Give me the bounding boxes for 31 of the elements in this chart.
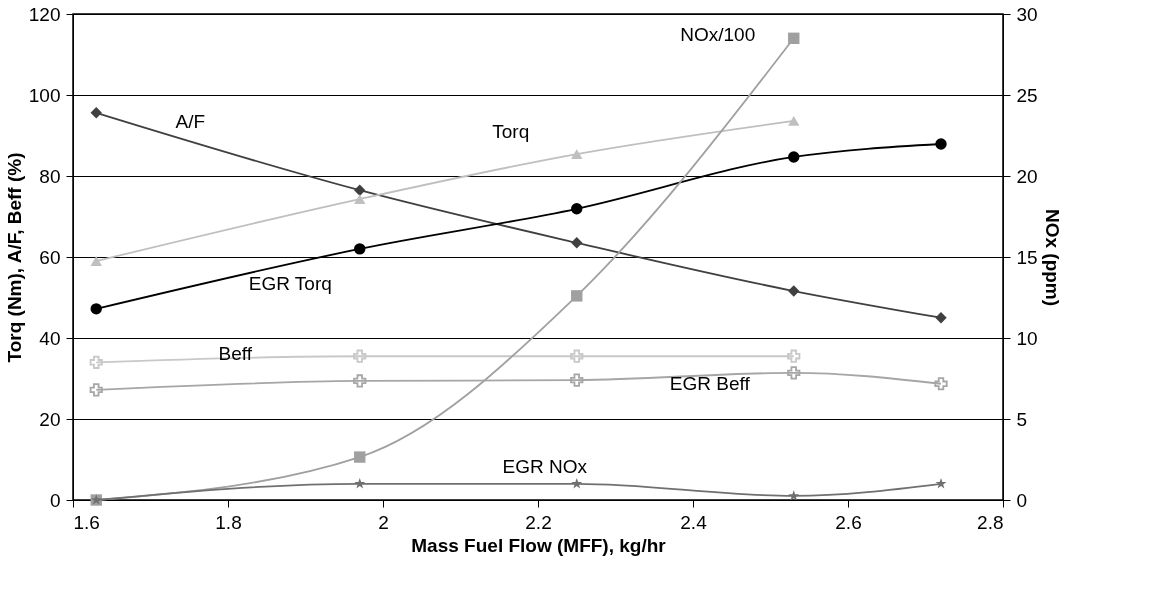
x-tick-label: 2.2 — [525, 511, 552, 533]
x-tick-label: 2 — [378, 511, 389, 533]
series-label: A/F — [175, 110, 206, 132]
y2-tick-label: 0 — [1016, 489, 1028, 511]
y2-tick-label: 20 — [1016, 165, 1038, 187]
y2-tick-label: 10 — [1016, 327, 1038, 349]
x-tick-label: 2.6 — [835, 511, 862, 533]
y-tick-label: 120 — [28, 3, 61, 25]
y2-tick-label: 25 — [1016, 84, 1038, 106]
y-tick-label: 40 — [39, 327, 61, 349]
y2-tick-label: 30 — [1016, 3, 1038, 25]
x-tick-label: 2.8 — [977, 511, 1004, 533]
y-axis-title: Torq (Nm), A/F, Beff (%) — [3, 152, 25, 363]
series-label: NOx/100 — [680, 24, 756, 46]
y-tick-label: 80 — [39, 165, 61, 187]
x-tick-label: 2.4 — [680, 511, 708, 533]
x-tick-label: 1.6 — [73, 511, 100, 533]
series-label: EGR NOx — [502, 455, 588, 477]
series-label: Beff — [218, 343, 253, 365]
y-tick-label: 100 — [28, 84, 61, 106]
y-tick-label: 60 — [39, 246, 61, 268]
y-tick-label: 20 — [39, 408, 61, 430]
y2-axis-title: NOx (ppm) — [1041, 208, 1063, 307]
y2-tick-label: 15 — [1016, 246, 1038, 268]
series-label: EGR Beff — [669, 372, 751, 394]
x-axis-title: Mass Fuel Flow (MFF), kg/hr — [411, 534, 667, 556]
y2-tick-label: 5 — [1016, 408, 1028, 430]
series-label: EGR Torq — [248, 272, 332, 294]
series-label: Torq — [492, 121, 530, 143]
x-tick-label: 1.8 — [215, 511, 242, 533]
y-tick-label: 0 — [49, 489, 61, 511]
